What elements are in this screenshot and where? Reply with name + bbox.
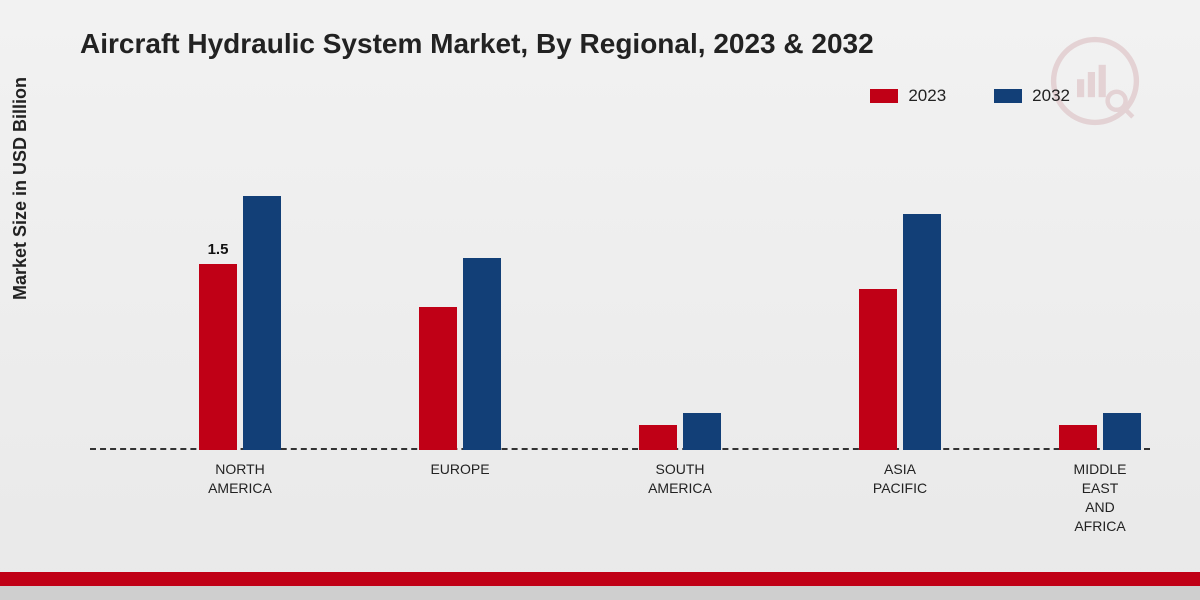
bar-group-sa [639,413,721,450]
bar-mea-2032 [1103,413,1141,450]
category-label-ap: ASIAPACIFIC [830,460,970,498]
legend-label-2023: 2023 [908,86,946,106]
legend: 2023 2032 [870,86,1070,106]
category-label-mea: MIDDLEEASTANDAFRICA [1030,460,1170,536]
legend-label-2032: 2032 [1032,86,1070,106]
footer-bar-red [0,572,1200,586]
bar-ap-2032 [903,214,941,450]
bar-ap-2023 [859,289,897,450]
category-label-sa: SOUTHAMERICA [610,460,750,498]
bar-eu-2023 [419,307,457,450]
legend-item-2032: 2032 [994,86,1070,106]
legend-item-2023: 2023 [870,86,946,106]
legend-swatch-2023 [870,89,898,103]
bar-eu-2032 [463,258,501,450]
plot-area: 1.5 [90,140,1150,450]
bar-group-ap [859,214,941,450]
watermark-logo [1050,36,1140,126]
bar-na-2032 [243,196,281,450]
y-axis-label: Market Size in USD Billion [10,77,31,300]
bar-na-2023 [199,264,237,450]
bar-sa-2023 [639,425,677,450]
category-label-na: NORTHAMERICA [170,460,310,498]
footer-bar-gray [0,586,1200,600]
bar-group-eu [419,258,501,450]
bar-sa-2032 [683,413,721,450]
bar-group-mea [1059,413,1141,450]
chart-title: Aircraft Hydraulic System Market, By Reg… [80,28,874,60]
legend-swatch-2032 [994,89,1022,103]
bar-group-na [199,196,281,450]
category-label-eu: EUROPE [390,460,530,479]
value-label-na-2023: 1.5 [208,241,229,258]
bar-mea-2023 [1059,425,1097,450]
